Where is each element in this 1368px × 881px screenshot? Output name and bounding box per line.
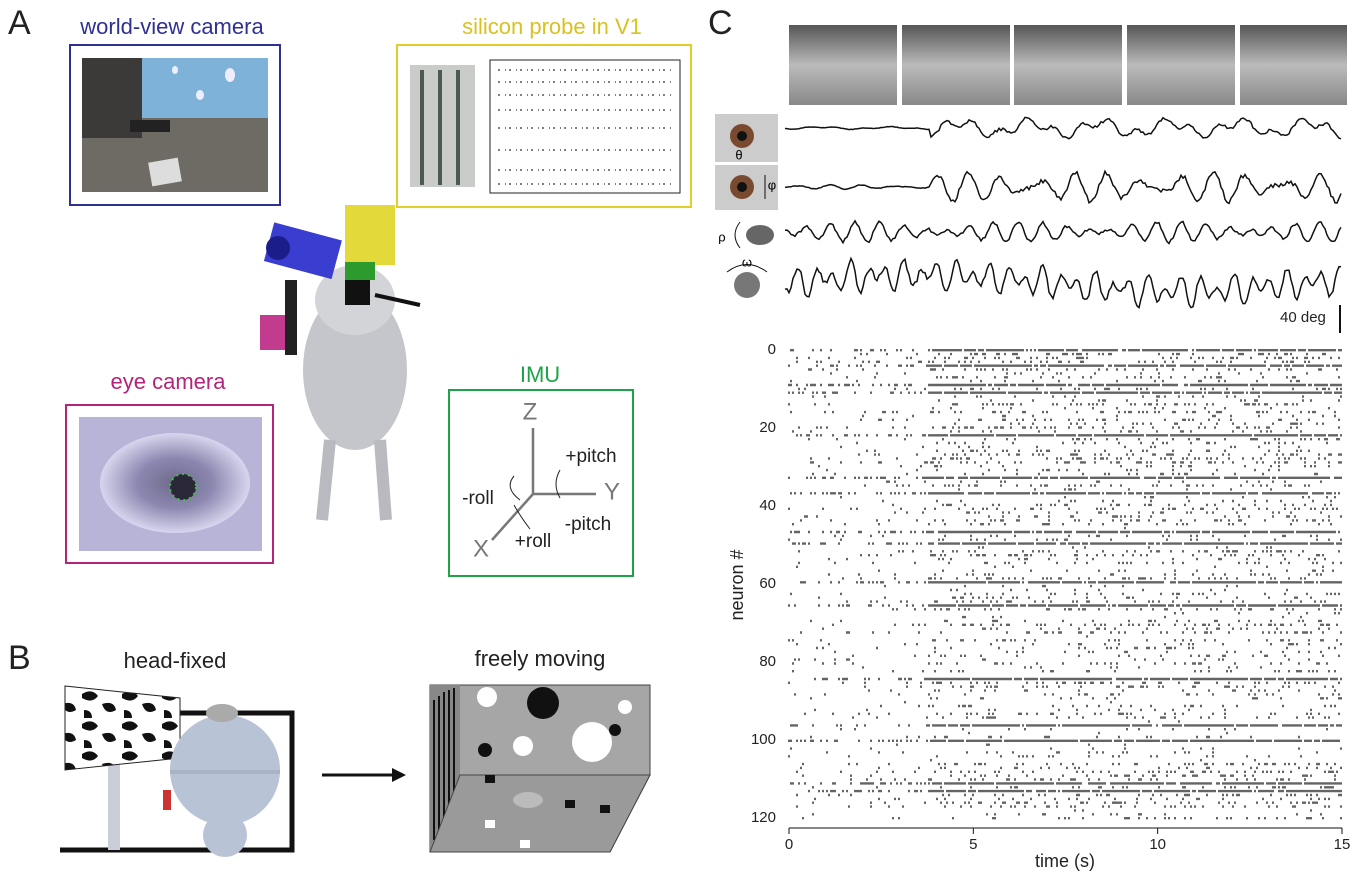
traces	[784, 116, 1342, 309]
mouse-rig	[260, 205, 421, 521]
imu-axes	[491, 428, 596, 541]
rotation-label: +roll	[515, 531, 551, 552]
frame	[65, 404, 274, 564]
axis-name: X	[473, 535, 489, 562]
y-tick-label: 60	[759, 575, 776, 592]
condition-label: freely moving	[475, 646, 606, 671]
rotation-arrows	[509, 469, 561, 530]
trace	[784, 219, 1342, 245]
rotation-label: -roll	[462, 488, 494, 509]
eye-image	[79, 417, 262, 551]
x-tick-label: 0	[785, 836, 793, 853]
y-tick-label: 40	[759, 497, 776, 514]
trace-icons	[715, 114, 778, 298]
y-tick-label: 120	[751, 809, 776, 826]
trace-symbol: ω	[742, 254, 752, 269]
arrow-head	[392, 768, 406, 782]
probe-image	[410, 59, 681, 194]
rotation-label: -pitch	[565, 514, 611, 535]
trace	[784, 116, 1342, 140]
axis-name: Z	[523, 398, 538, 425]
y-tick-label: 20	[759, 419, 776, 436]
panel-label: A	[8, 4, 31, 42]
box-title: eye camera	[111, 369, 227, 394]
box-title: silicon probe in V1	[462, 14, 642, 39]
trace-symbol: φ	[768, 177, 776, 192]
trace	[784, 169, 1342, 205]
x-tick-label: 10	[1149, 836, 1166, 853]
head-fixed-rig	[60, 685, 295, 857]
frame	[69, 44, 281, 206]
y-tick-label: 80	[759, 653, 776, 670]
x-tick-label: 15	[1334, 836, 1351, 853]
y-axis-label: neuron #	[727, 549, 747, 620]
trace-symbol: θ	[735, 147, 742, 162]
condition-label: head-fixed	[124, 648, 227, 673]
video-frames	[789, 25, 1347, 105]
ticks: 0 5 10 15 0 20 40 60 80 100 120	[751, 341, 1350, 853]
frame	[448, 389, 634, 577]
panel-label: C	[708, 4, 733, 42]
x-axis-label: time (s)	[1035, 851, 1095, 871]
frame	[396, 44, 692, 208]
y-tick-label: 100	[751, 731, 776, 748]
y-tick-label: 0	[768, 341, 776, 358]
box-title: world-view camera	[79, 14, 264, 39]
x-tick-label: 5	[969, 836, 977, 853]
world-view-image	[82, 58, 268, 192]
trace-symbol: ρ	[718, 229, 725, 244]
axis-name: Y	[604, 478, 620, 505]
spike-raster	[788, 349, 1342, 820]
trace	[784, 256, 1342, 309]
scale-bar-label: 40 deg	[1280, 309, 1326, 326]
arena	[429, 684, 651, 853]
panel-label: B	[8, 639, 31, 677]
box-title: IMU	[520, 362, 560, 387]
rotation-label: +pitch	[565, 446, 616, 467]
